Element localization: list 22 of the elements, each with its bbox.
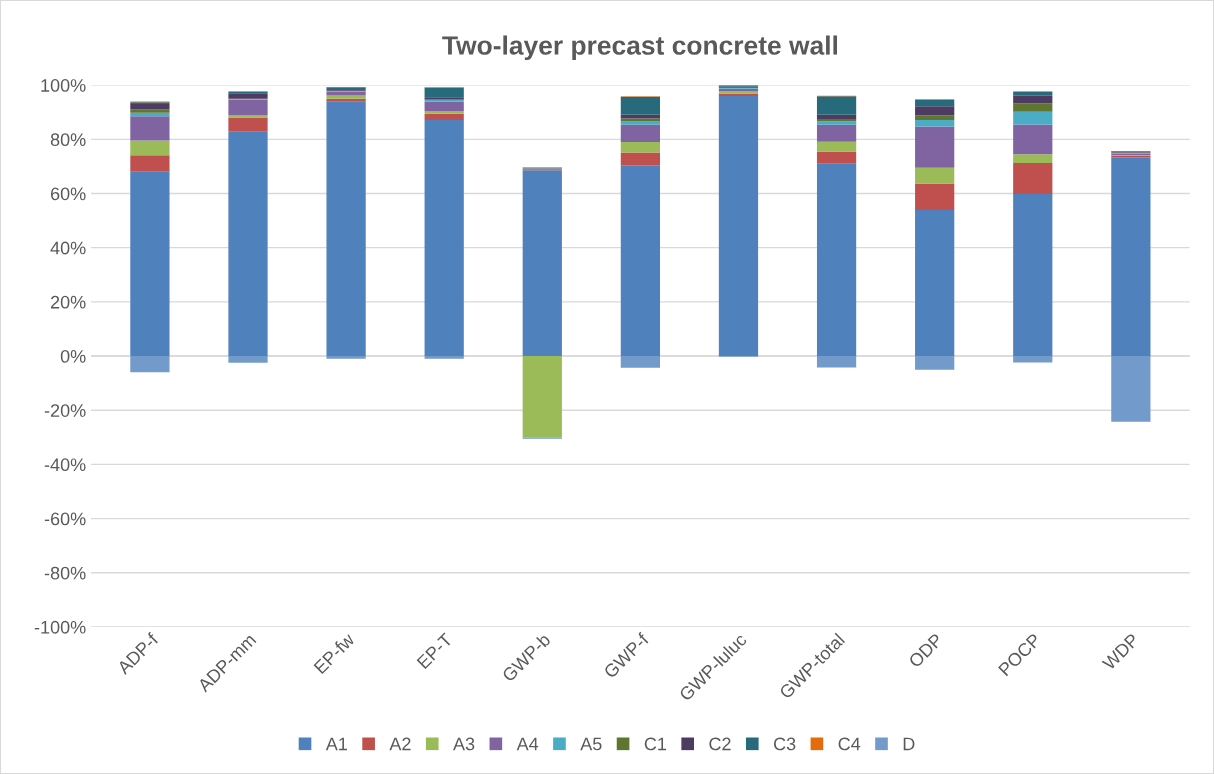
y-tick-label: 40% xyxy=(50,241,86,255)
legend-label: A5 xyxy=(580,737,602,751)
y-tick-label: 100% xyxy=(41,79,86,92)
y-tick-label: 80% xyxy=(50,133,86,147)
chart-title: Two-layer precast concrete wall xyxy=(442,35,838,61)
legend-label: C4 xyxy=(838,737,861,751)
y-tick-label: -80% xyxy=(44,566,86,580)
legend-label: C3 xyxy=(773,737,796,751)
y-tick-label: -40% xyxy=(44,458,86,472)
y-tick-label: -100% xyxy=(34,620,86,634)
legend-label: D xyxy=(903,737,915,751)
legend-label: A1 xyxy=(325,737,347,751)
legend-label: A4 xyxy=(516,737,539,751)
y-tick-label: -20% xyxy=(44,404,86,417)
legend-label: A2 xyxy=(389,737,411,751)
y-tick-label: 0% xyxy=(60,349,86,363)
y-tick-label: 20% xyxy=(50,295,86,309)
y-tick-label: -60% xyxy=(44,512,86,526)
legend-label: A3 xyxy=(453,737,475,751)
legend-label: C2 xyxy=(709,737,731,751)
y-tick-label: 60% xyxy=(50,187,86,201)
legend-label: C1 xyxy=(644,737,667,751)
